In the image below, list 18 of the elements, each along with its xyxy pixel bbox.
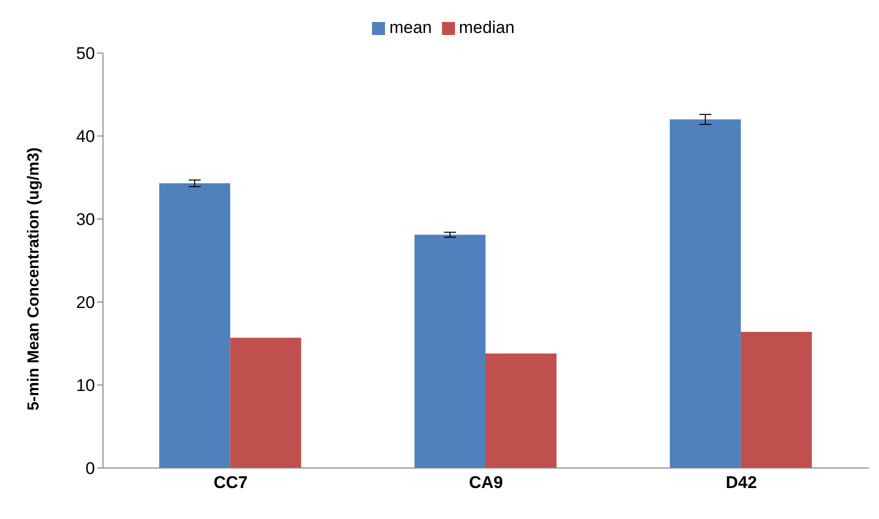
y-tick-label: 10 [76,376,95,396]
bar [159,183,230,468]
x-tick-label: CA9 [468,473,504,492]
bar [414,234,486,468]
y-tick-label: 0 [86,459,95,478]
bar [670,119,741,468]
y-axis-title: 5-min Mean Concentration (ug/m3) [26,147,43,410]
legend-label: median [458,18,515,37]
bar [486,353,557,468]
y-tick-label: 50 [76,44,95,64]
legend-label: mean [389,18,432,37]
bar [740,332,812,468]
x-tick-label: CC7 [214,473,248,492]
x-tick-label: D42 [726,473,757,492]
y-tick-label: 40 [76,127,95,146]
y-tick-label: 20 [76,293,95,312]
bar [230,338,302,468]
y-tick-label: 30 [76,210,95,230]
